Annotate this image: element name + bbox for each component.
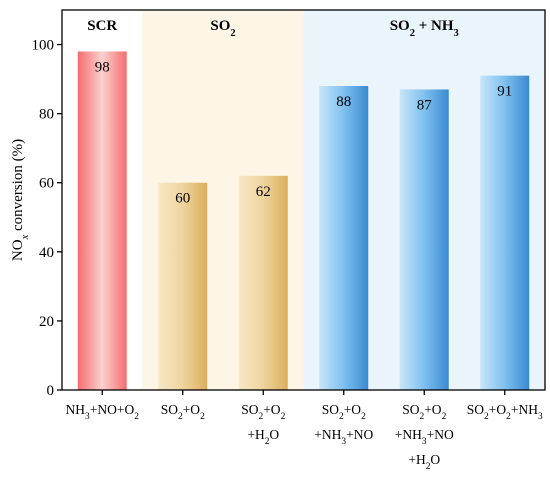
label-part: SO <box>390 18 410 34</box>
x-tick-label: SO2+O2 <box>322 402 366 422</box>
data-label: 87 <box>417 97 433 113</box>
bar <box>158 182 208 390</box>
label-part: +O <box>183 402 201 417</box>
label-part: 2 <box>281 412 286 422</box>
x-tick-label: SO2+O2 <box>402 402 446 422</box>
x-tick-label: +H2O <box>408 452 440 472</box>
bar <box>399 89 449 391</box>
label-part: +O <box>263 402 281 417</box>
data-label: 91 <box>497 84 512 100</box>
label-part: O <box>269 427 279 442</box>
x-tick-label: NH3+NO+O2 <box>66 402 140 422</box>
x-tick-label: SO2+O2 <box>241 402 285 422</box>
label-part: O <box>430 452 440 467</box>
data-label: 88 <box>336 94 351 110</box>
label-part: SO <box>402 402 420 417</box>
label-part: +NH <box>395 427 422 442</box>
bars <box>77 51 530 391</box>
x-tick-label: SO2+O2 <box>161 402 205 422</box>
bar <box>319 86 369 390</box>
label-part: 2 <box>200 412 205 422</box>
group-title: SCR <box>87 18 117 34</box>
label-part: 3 <box>538 412 543 422</box>
plot-frame <box>61 9 546 391</box>
data-label: 62 <box>256 184 271 200</box>
y-tick-label: 20 <box>39 314 54 330</box>
x-tick-label: SO2+O2+NH3 <box>467 402 543 422</box>
label-part: +NO <box>427 427 454 442</box>
bar <box>238 175 288 390</box>
label-part: 3 <box>341 437 346 447</box>
label-part: 2 <box>258 412 263 422</box>
label-part: +O <box>344 402 362 417</box>
data-label: 98 <box>95 59 110 75</box>
x-tick-label: +NH3+NO <box>314 427 373 447</box>
label-part: 3 <box>422 437 427 447</box>
y-tick-label: 0 <box>47 383 55 399</box>
label-part: +O <box>424 402 442 417</box>
label-part: 2 <box>410 28 415 39</box>
group-title: SO2 <box>210 18 235 39</box>
label-part: +H <box>247 427 265 442</box>
label-part: +O <box>489 402 507 417</box>
label-part: SCR <box>87 18 117 34</box>
label-part: 3 <box>454 28 459 39</box>
y-tick-label: 100 <box>32 38 55 54</box>
group-title: SO2 + NH3 <box>390 18 459 39</box>
data-label: 60 <box>175 191 190 207</box>
label-part: conversion (%) <box>10 139 26 235</box>
x-tick-label: +H2O <box>247 427 279 447</box>
label-part: 2 <box>339 412 344 422</box>
label-part: 2 <box>230 28 235 39</box>
label-part: +NO <box>346 427 373 442</box>
x-tick-label: +NH3+NO <box>395 427 454 447</box>
label-part: 2 <box>134 412 139 422</box>
label-part: x <box>20 234 31 240</box>
bar <box>77 51 127 391</box>
label-part: 2 <box>442 412 447 422</box>
label-part: 3 <box>85 412 90 422</box>
label-part: +NO+O <box>90 402 135 417</box>
label-part: 2 <box>178 412 183 422</box>
label-part: +NH <box>314 427 341 442</box>
label-part: 2 <box>426 462 431 472</box>
y-tick-label: 60 <box>39 176 54 192</box>
label-part: 2 <box>506 412 511 422</box>
label-part: NO <box>10 239 26 261</box>
group-backgrounds <box>62 10 545 390</box>
label-part: SO <box>467 402 485 417</box>
label-part: SO <box>241 402 259 417</box>
y-tick-label: 40 <box>39 245 54 261</box>
y-axis-label: NOx conversion (%) <box>10 139 31 261</box>
label-part: 2 <box>484 412 489 422</box>
label-part: 2 <box>419 412 424 422</box>
label-part: NH <box>66 402 86 417</box>
label-part: +H <box>408 452 426 467</box>
y-tick-label: 80 <box>39 107 54 123</box>
label-part: SO <box>210 18 230 34</box>
label-part: SO <box>161 402 179 417</box>
label-part: 2 <box>361 412 366 422</box>
label-part: +NH <box>511 402 538 417</box>
label-part: + NH <box>415 18 454 34</box>
label-part: 2 <box>265 437 270 447</box>
bar <box>480 75 530 391</box>
label-part: SO <box>322 402 340 417</box>
